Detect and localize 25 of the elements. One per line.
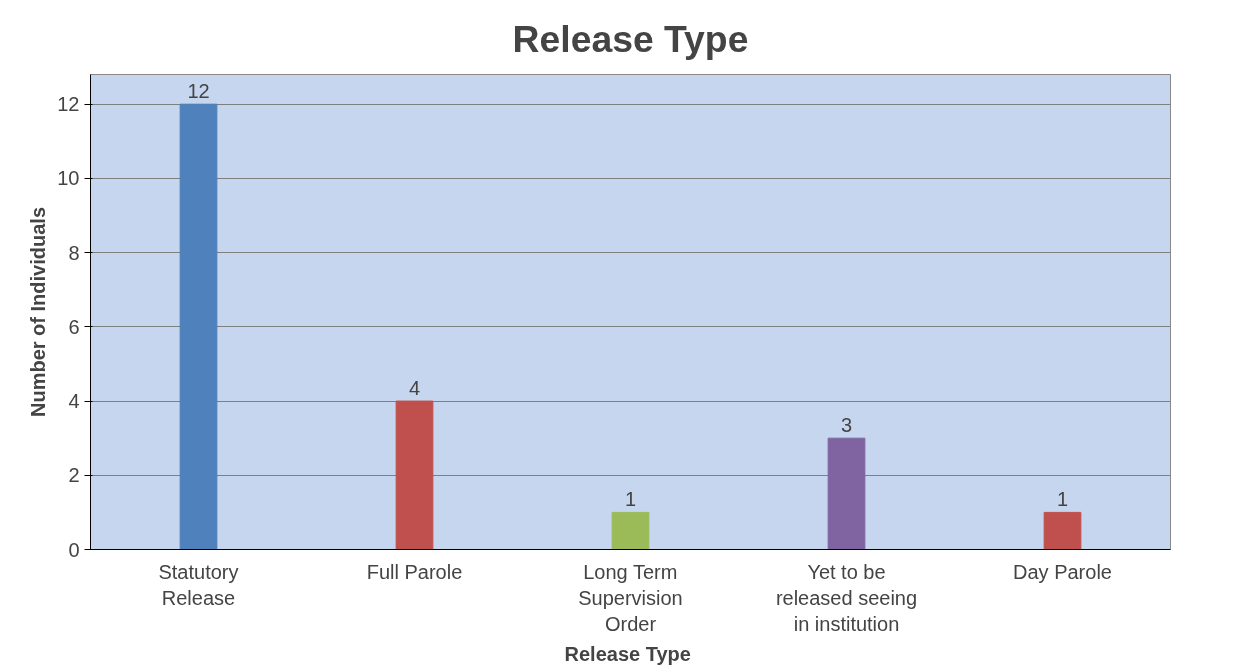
bar bbox=[827, 437, 866, 550]
data-label: 12 bbox=[187, 80, 210, 103]
bar bbox=[1043, 511, 1082, 550]
x-axis-title: Release Type bbox=[564, 643, 691, 666]
y-tick-label: 12 bbox=[57, 93, 80, 116]
x-tick-label: Yet to be released seeing in institution bbox=[775, 560, 918, 636]
bar bbox=[395, 400, 434, 550]
bar bbox=[179, 103, 218, 550]
chart-title: Release Type bbox=[512, 17, 749, 60]
y-tick-label: 8 bbox=[68, 241, 80, 264]
bar bbox=[611, 511, 650, 550]
y-tick-label: 0 bbox=[68, 538, 80, 561]
data-label: 1 bbox=[1056, 488, 1069, 511]
x-tick-label: Long Term Supervision Order bbox=[578, 560, 683, 636]
x-tick-label: Day Parole bbox=[1013, 560, 1112, 583]
data-label: 3 bbox=[840, 414, 853, 437]
data-label: 1 bbox=[624, 488, 637, 511]
y-tick-label: 6 bbox=[68, 315, 80, 338]
y-tick-label: 2 bbox=[68, 464, 80, 487]
y-axis-title: Number of Individuals bbox=[27, 206, 50, 418]
y-tick-label: 10 bbox=[57, 167, 80, 190]
x-tick-label: Statutory Release bbox=[158, 560, 239, 609]
x-tick-label: Full Parole bbox=[366, 560, 463, 583]
y-tick-label: 4 bbox=[68, 390, 80, 413]
data-label: 4 bbox=[408, 377, 421, 400]
